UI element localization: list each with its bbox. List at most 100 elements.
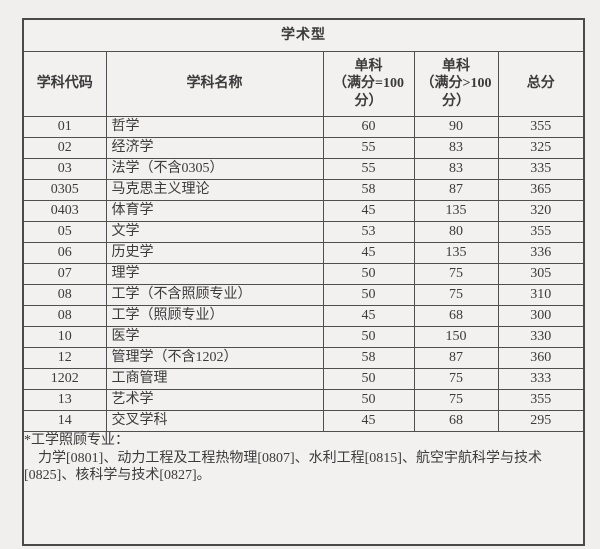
table-row: 10 医学 50 150 330 xyxy=(22,326,585,348)
cell-subject-code: 03 xyxy=(22,158,107,180)
cell-single-gt100: 87 xyxy=(413,179,499,201)
table-row: 0305 马克思主义理论 58 87 365 xyxy=(22,179,585,201)
column-header-subject-code: 学科代码 xyxy=(22,51,107,117)
cell-single-eq100: 50 xyxy=(322,284,415,306)
cell-subject-code: 02 xyxy=(22,137,107,159)
cell-subject-code: 06 xyxy=(22,242,107,264)
cell-single-gt100: 135 xyxy=(413,242,499,264)
footnote: *工学照顾专业： 力学[0801]、动力工程及工程热物理[0807]、水利工程[… xyxy=(22,431,585,546)
cell-total: 365 xyxy=(497,179,585,201)
cell-subject-name: 艺术学 xyxy=(105,389,324,411)
cell-single-eq100: 50 xyxy=(322,263,415,285)
table-row: 05 文学 53 80 355 xyxy=(22,221,585,243)
cell-single-gt100: 75 xyxy=(413,284,499,306)
cell-single-eq100: 53 xyxy=(322,221,415,243)
cell-total: 295 xyxy=(497,410,585,432)
column-header-single-eq100: 单科 （满分=100 分） xyxy=(322,51,415,117)
cell-single-eq100: 45 xyxy=(322,200,415,222)
cell-subject-name: 工商管理 xyxy=(105,368,324,390)
cell-single-gt100: 87 xyxy=(413,347,499,369)
table-row: 07 理学 50 75 305 xyxy=(22,263,585,285)
table-row: 1202 工商管理 50 75 333 xyxy=(22,368,585,390)
table-row: 08 工学（不含照顾专业） 50 75 310 xyxy=(22,284,585,306)
table-row: 13 艺术学 50 75 355 xyxy=(22,389,585,411)
footnote-body: 力学[0801]、动力工程及工程热物理[0807]、水利工程[0815]、航空宇… xyxy=(24,450,542,484)
cell-total: 325 xyxy=(497,137,585,159)
cell-subject-name: 管理学（不含1202） xyxy=(105,347,324,369)
cell-total: 310 xyxy=(497,284,585,306)
column-header-subject-name: 学科名称 xyxy=(105,51,324,117)
cell-subject-name: 医学 xyxy=(105,326,324,348)
cell-single-eq100: 45 xyxy=(322,242,415,264)
cell-subject-code: 01 xyxy=(22,116,107,138)
cell-single-eq100: 55 xyxy=(322,137,415,159)
cell-subject-code: 0305 xyxy=(22,179,107,201)
cell-subject-code: 0403 xyxy=(22,200,107,222)
cell-total: 336 xyxy=(497,242,585,264)
cell-single-gt100: 90 xyxy=(413,116,499,138)
cell-subject-name: 工学（照顾专业） xyxy=(105,305,324,327)
cell-total: 330 xyxy=(497,326,585,348)
cell-total: 333 xyxy=(497,368,585,390)
cell-subject-code: 12 xyxy=(22,347,107,369)
table-row: 01 哲学 60 90 355 xyxy=(22,116,585,138)
cell-single-gt100: 75 xyxy=(413,389,499,411)
cell-subject-name: 法学（不含0305） xyxy=(105,158,324,180)
cell-total: 355 xyxy=(497,221,585,243)
cell-single-gt100: 83 xyxy=(413,158,499,180)
cell-subject-name: 哲学 xyxy=(105,116,324,138)
cell-total: 360 xyxy=(497,347,585,369)
cell-subject-name: 交叉学科 xyxy=(105,410,324,432)
cell-single-eq100: 50 xyxy=(322,389,415,411)
cell-total: 355 xyxy=(497,116,585,138)
cell-subject-code: 08 xyxy=(22,305,107,327)
cell-total: 305 xyxy=(497,263,585,285)
table-row: 0403 体育学 45 135 320 xyxy=(22,200,585,222)
cell-subject-name: 理学 xyxy=(105,263,324,285)
cell-subject-code: 08 xyxy=(22,284,107,306)
cell-single-eq100: 58 xyxy=(322,347,415,369)
score-table: 学术型 学科代码 学科名称 单科 （满分=100 分） 单科 （满分>100 分… xyxy=(22,18,586,546)
cell-single-gt100: 80 xyxy=(413,221,499,243)
table-row: 03 法学（不含0305） 55 83 335 xyxy=(22,158,585,180)
cell-subject-code: 13 xyxy=(22,389,107,411)
table-row: 14 交叉学科 45 68 295 xyxy=(22,410,585,432)
cell-subject-code: 07 xyxy=(22,263,107,285)
column-header-single-gt100: 单科 （满分>100 分） xyxy=(413,51,499,117)
cell-total: 320 xyxy=(497,200,585,222)
cell-single-eq100: 50 xyxy=(322,368,415,390)
cell-single-eq100: 55 xyxy=(322,158,415,180)
cell-subject-code: 1202 xyxy=(22,368,107,390)
cell-total: 355 xyxy=(497,389,585,411)
cell-single-eq100: 50 xyxy=(322,326,415,348)
cell-total: 335 xyxy=(497,158,585,180)
footnote-title: *工学照顾专业： xyxy=(24,433,129,448)
cell-subject-name: 工学（不含照顾专业） xyxy=(105,284,324,306)
cell-subject-name: 马克思主义理论 xyxy=(105,179,324,201)
cell-single-gt100: 75 xyxy=(413,368,499,390)
cell-single-gt100: 150 xyxy=(413,326,499,348)
cell-single-gt100: 75 xyxy=(413,263,499,285)
cell-single-gt100: 135 xyxy=(413,200,499,222)
cell-single-eq100: 60 xyxy=(322,116,415,138)
table-title-row: 学术型 xyxy=(22,18,585,52)
table-row: 02 经济学 55 83 325 xyxy=(22,137,585,159)
cell-single-eq100: 45 xyxy=(322,410,415,432)
cell-single-gt100: 68 xyxy=(413,410,499,432)
cell-subject-name: 历史学 xyxy=(105,242,324,264)
cell-subject-code: 14 xyxy=(22,410,107,432)
column-header-row: 学科代码 学科名称 单科 （满分=100 分） 单科 （满分>100 分） 总分 xyxy=(22,51,585,117)
table-title: 学术型 xyxy=(22,18,585,52)
cell-subject-code: 05 xyxy=(22,221,107,243)
table-row: 06 历史学 45 135 336 xyxy=(22,242,585,264)
cell-single-gt100: 68 xyxy=(413,305,499,327)
cell-subject-name: 体育学 xyxy=(105,200,324,222)
cell-single-eq100: 58 xyxy=(322,179,415,201)
footnote-row: *工学照顾专业： 力学[0801]、动力工程及工程热物理[0807]、水利工程[… xyxy=(22,431,585,546)
cell-subject-code: 10 xyxy=(22,326,107,348)
table-row: 08 工学（照顾专业） 45 68 300 xyxy=(22,305,585,327)
cell-single-eq100: 45 xyxy=(322,305,415,327)
cell-single-gt100: 83 xyxy=(413,137,499,159)
cell-subject-name: 经济学 xyxy=(105,137,324,159)
